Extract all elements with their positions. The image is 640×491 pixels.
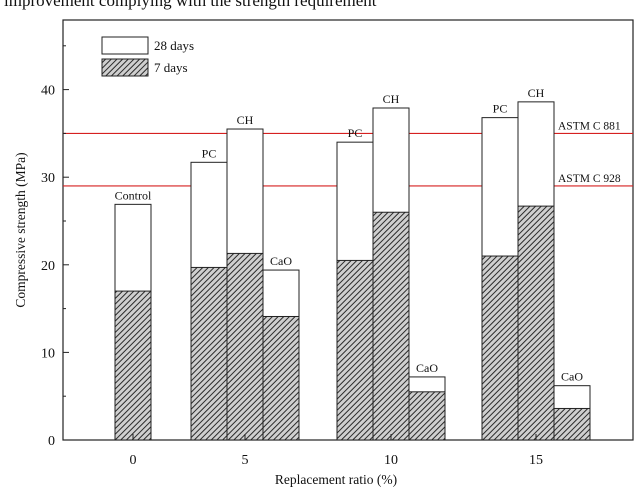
bar-label: Control [115,188,152,202]
bar-7-days [481,255,519,441]
bar-label: CaO [270,254,292,268]
legend-label: 28 days [154,38,194,53]
legend: 28 days 7 days [101,36,194,77]
y-axis-label: Compressive strength (MPa) [13,152,28,307]
bar-label: CH [528,86,545,100]
bar-label: PC [202,146,217,160]
bars: Control PC CH CaO PC CH CaO PC CH CaO [114,86,591,441]
bar-7-days [372,211,410,441]
top-caption: improvement complying with the strength … [4,0,377,10]
bar-7-days [226,252,264,441]
y-tick-label: 20 [41,259,55,274]
legend-label: 7 days [154,60,188,75]
legend-swatch [101,58,149,77]
bar-label: CH [383,92,400,106]
bar-label: CH [237,113,254,127]
bar-label: CaO [561,370,583,384]
bar-7-days [114,290,152,441]
bar-label: CaO [416,361,438,375]
y-tick-label: 0 [48,434,55,449]
x-tick-label: 10 [384,453,398,468]
x-tick-label: 15 [529,453,543,468]
bar-7-days [517,205,555,441]
bar-label: PC [348,126,363,140]
bar-7-days [336,259,374,441]
bar-label: PC [493,102,508,116]
bar-7-days [262,315,300,441]
reference-line-label: ASTM C 928 [558,173,621,185]
reference-line-label: ASTM C 881 [558,120,621,132]
y-tick-label: 40 [41,84,55,99]
bar-7-days [190,266,228,441]
x-tick-label: 5 [242,453,249,468]
x-axis-label: Replacement ratio (%) [275,472,397,487]
y-tick-label: 10 [41,346,55,361]
legend-swatch [101,36,149,55]
y-tick-label: 30 [41,171,55,186]
bar-7-days [408,391,446,441]
bar-7-days [553,407,591,441]
axes: 0 10 20 30 40 0 5 10 15 Replacement ratio (%) Comp… [13,45,543,487]
x-tick-label: 0 [130,453,137,468]
